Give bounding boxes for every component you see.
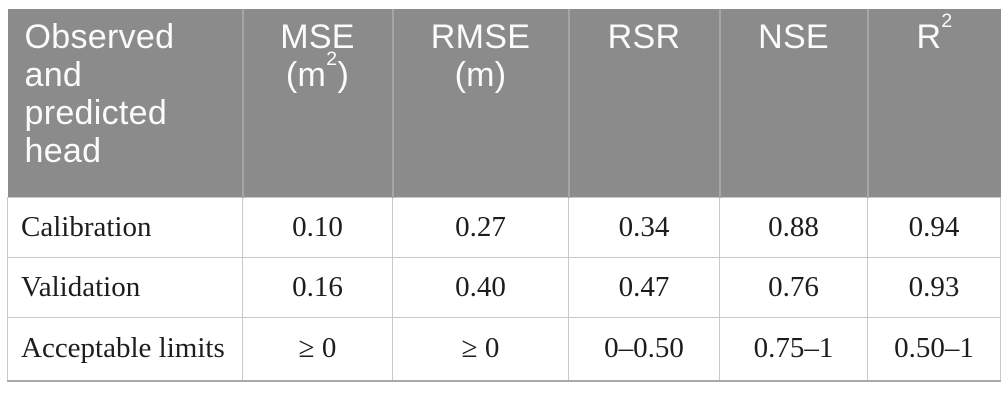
row-label-calibration: Calibration [7, 196, 243, 258]
cell-calibration-rmse: 0.27 [392, 196, 569, 258]
r2-label: R2 [869, 12, 1001, 56]
header-row: Observed and predicted head MSE (m2) RMS… [7, 9, 1001, 197]
rmse-unit: (m) [454, 56, 507, 94]
mse-unit: (m2) [244, 50, 392, 94]
header-line: Observed [24, 18, 175, 56]
model-performance-table: Observed and predicted head MSE (m2) RMS… [7, 9, 1001, 382]
cell-validation-rmse: 0.40 [392, 256, 569, 318]
mse-unit-superscript: 2 [326, 48, 338, 71]
column-header-mse: MSE (m2) [241, 9, 393, 197]
cell-calibration-r2: 0.94 [867, 196, 1001, 258]
cell-validation-rsr: 0.47 [568, 256, 720, 318]
column-header-nse: NSE [718, 9, 868, 197]
table-row-acceptable-limits: Acceptable limits ≥ 0 ≥ 0 0–0.50 0.75–1 … [7, 316, 1001, 382]
r2-base: R [916, 18, 942, 56]
table-body: Calibration 0.10 0.27 0.34 0.88 0.94 Val… [7, 196, 1001, 382]
cell-calibration-mse: 0.10 [242, 196, 393, 258]
cell-calibration-nse: 0.88 [719, 196, 868, 258]
table-row-validation: Validation 0.16 0.40 0.47 0.76 0.93 [7, 256, 1001, 318]
cell-calibration-rsr: 0.34 [568, 196, 720, 258]
nse-label: NSE [758, 18, 829, 56]
cell-validation-nse: 0.76 [719, 256, 868, 318]
row-label-validation: Validation [7, 256, 243, 318]
column-header-rmse: RMSE (m) [391, 9, 569, 197]
mse-unit-close: ) [337, 56, 350, 94]
cell-validation-r2: 0.93 [867, 256, 1001, 318]
cell-limits-rmse: ≥ 0 [392, 316, 569, 382]
row-label-acceptable-limits: Acceptable limits [7, 316, 243, 382]
r2-superscript: 2 [941, 10, 953, 33]
rmse-label: RMSE [430, 18, 531, 56]
table-header: Observed and predicted head MSE (m2) RMS… [7, 9, 1001, 197]
mse-unit-open: (m [285, 56, 327, 94]
header-line: predicted [24, 94, 168, 132]
cell-limits-mse: ≥ 0 [242, 316, 393, 382]
header-line: head [24, 132, 102, 170]
cell-validation-mse: 0.16 [242, 256, 393, 318]
rsr-label: RSR [607, 18, 681, 56]
column-header-rsr: RSR [567, 9, 720, 197]
column-header-observed-predicted-head: Observed and predicted head [7, 9, 243, 197]
table-row-calibration: Calibration 0.10 0.27 0.34 0.88 0.94 [7, 196, 1001, 258]
cell-limits-r2: 0.50–1 [867, 316, 1001, 382]
column-header-r2: R2 [866, 9, 1001, 197]
mse-label: MSE [280, 18, 355, 56]
cell-limits-nse: 0.75–1 [719, 316, 868, 382]
cell-limits-rsr: 0–0.50 [568, 316, 720, 382]
header-line: and [24, 56, 83, 94]
